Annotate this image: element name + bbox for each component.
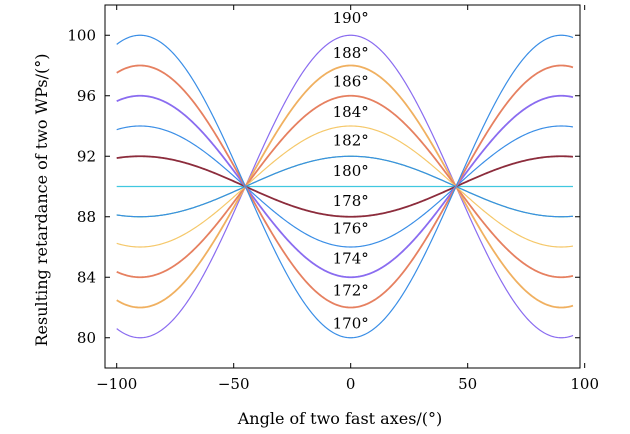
curve-label-178: 178° (333, 192, 369, 210)
series-line-190 (116, 34, 574, 339)
series-line-182 (116, 155, 574, 218)
curve-label-180: 180° (333, 162, 369, 180)
series-line-178 (116, 155, 574, 218)
series-line-176 (116, 125, 574, 248)
curve-label-182: 182° (333, 132, 369, 150)
series-line-174 (116, 94, 574, 279)
plot-frame (104, 4, 581, 369)
curve-label-184: 184° (333, 103, 369, 121)
series-line-172 (116, 64, 574, 309)
curve-labels-layer: 190° 188° 186° 184° 182° 180° 178° 176° 174° 172°… (333, 9, 369, 333)
y-axis-title: Resulting retardance of two WPs/(°) (32, 53, 51, 346)
x-tick-label: 100 (570, 375, 599, 393)
curves-layer (116, 34, 574, 339)
y-tick-label: 88 (77, 208, 96, 226)
x-axis-title: Angle of two fast axes/(°) (237, 409, 443, 428)
y-tick-label: 100 (67, 26, 96, 44)
x-axis-ticks: −100 −50 0 50 100 (96, 5, 599, 393)
x-tick-label: 50 (458, 375, 477, 393)
y-tick-label: 96 (77, 87, 96, 105)
curve-label-170: 170° (333, 315, 369, 333)
curve-label-176: 176° (333, 219, 369, 237)
series-line-170 (116, 34, 574, 339)
series-line-186 (116, 94, 574, 279)
curve-label-190: 190° (333, 9, 369, 27)
x-tick-label: −100 (96, 375, 137, 393)
curve-label-172: 172° (333, 281, 369, 299)
curve-label-186: 186° (333, 73, 369, 91)
y-tick-label: 80 (77, 329, 96, 347)
series-line-188 (116, 64, 574, 309)
curve-label-174: 174° (333, 250, 369, 268)
series-line-184 (116, 125, 574, 248)
curve-label-188: 188° (333, 44, 369, 62)
y-axis-ticks: 80 84 88 92 96 100 (67, 26, 580, 347)
y-tick-label: 92 (77, 147, 96, 165)
x-tick-label: −50 (218, 375, 250, 393)
y-tick-label: 84 (77, 268, 96, 286)
x-tick-label: 0 (346, 375, 356, 393)
